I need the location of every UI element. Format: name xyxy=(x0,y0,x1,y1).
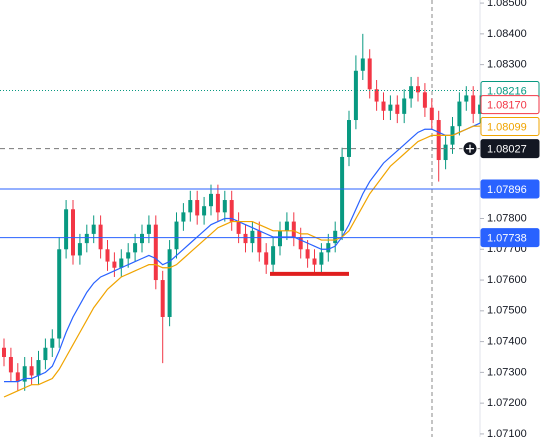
y-tick-label: 1.07400 xyxy=(487,336,527,348)
price-label-box xyxy=(480,228,540,248)
candle-body xyxy=(2,347,6,357)
candle-body xyxy=(326,243,331,253)
y-tick-label: 1.07500 xyxy=(487,305,527,317)
candle-body xyxy=(264,252,269,265)
candle-body xyxy=(388,104,393,111)
y-tick-label: 1.07800 xyxy=(487,212,527,224)
candle-body xyxy=(22,366,27,382)
candle-body xyxy=(436,120,441,161)
candle-body xyxy=(222,200,227,213)
candle-body xyxy=(471,95,476,114)
candle-body xyxy=(305,249,310,259)
price-label: 1.07738 xyxy=(487,232,527,244)
price-label-box xyxy=(480,116,540,136)
candle-body xyxy=(112,261,117,268)
price-label-box xyxy=(480,95,540,115)
candle-body xyxy=(312,258,317,265)
candle-body xyxy=(84,233,89,244)
candle-body xyxy=(236,221,241,234)
candle-body xyxy=(353,70,358,121)
price-label: 1.07896 xyxy=(487,184,527,196)
candle-body xyxy=(464,95,469,102)
candle-body xyxy=(340,156,345,231)
candle-body xyxy=(298,236,303,250)
price-label-box xyxy=(480,179,540,199)
candle-body xyxy=(395,104,400,114)
candle-body xyxy=(29,366,34,376)
candle-body xyxy=(71,209,75,256)
y-tick-label: 1.07200 xyxy=(487,397,527,409)
candle-body xyxy=(202,206,207,216)
candle-body xyxy=(367,58,372,90)
candle-body xyxy=(250,230,255,244)
candle-body xyxy=(57,249,62,339)
candle-body xyxy=(43,347,48,361)
candle-body xyxy=(243,233,248,244)
candle-body xyxy=(257,230,262,253)
price-label: 1.08099 xyxy=(487,121,527,133)
candle-body xyxy=(229,200,234,222)
y-tick-label: 1.07600 xyxy=(487,274,527,286)
candle-body xyxy=(347,120,351,157)
candle-body xyxy=(209,193,213,207)
candle-body xyxy=(284,221,289,231)
candle-body xyxy=(188,200,193,213)
candle-body xyxy=(105,249,110,262)
candle-body xyxy=(291,221,296,237)
y-tick-label: 1.08300 xyxy=(487,59,527,71)
candle-body xyxy=(333,230,338,244)
price-label: 1.08027 xyxy=(487,144,527,156)
candle-body xyxy=(402,98,407,114)
candle-body xyxy=(319,252,324,265)
candle-body xyxy=(429,107,434,121)
candle-body xyxy=(98,224,103,250)
candle-body xyxy=(422,92,427,108)
candle-body xyxy=(181,212,186,222)
candle-body xyxy=(416,86,420,93)
moving-average-line xyxy=(4,122,481,383)
moving-average-line xyxy=(3,125,481,398)
candle-body xyxy=(91,224,96,234)
candle-body xyxy=(133,243,138,253)
price-label-box xyxy=(480,139,540,159)
y-tick-label: 1.07100 xyxy=(487,428,527,437)
candle-body xyxy=(36,360,41,376)
candle-body xyxy=(153,224,158,281)
candle-body xyxy=(478,104,483,114)
candle-body xyxy=(457,101,462,127)
candle-body xyxy=(50,338,55,348)
candle-body xyxy=(15,372,20,382)
candle-body xyxy=(278,230,282,247)
candle-body xyxy=(167,249,172,317)
candle-body xyxy=(409,86,414,99)
candle-body xyxy=(8,356,13,373)
candle-body xyxy=(146,224,151,234)
candle-body xyxy=(174,221,179,250)
price-label: 1.08216 xyxy=(487,85,527,97)
price-label: 1.08170 xyxy=(487,100,527,112)
candle-body xyxy=(119,258,124,268)
candle-body xyxy=(215,193,220,213)
add-alert-plus xyxy=(466,144,474,153)
candle-body xyxy=(443,144,448,161)
candle-body xyxy=(140,233,144,244)
y-tick-label: 1.08400 xyxy=(487,28,527,40)
y-tick-label: 1.08500 xyxy=(487,0,527,9)
y-tick-label: 1.07300 xyxy=(487,366,527,378)
candle-body xyxy=(126,252,131,259)
candle-body xyxy=(77,243,82,256)
candle-body xyxy=(271,246,276,265)
candle-body xyxy=(381,101,386,111)
candle-body xyxy=(64,209,69,250)
candle-body xyxy=(374,89,379,102)
candle-body xyxy=(160,280,165,317)
candle-body xyxy=(195,200,200,216)
candle-body xyxy=(360,58,365,71)
